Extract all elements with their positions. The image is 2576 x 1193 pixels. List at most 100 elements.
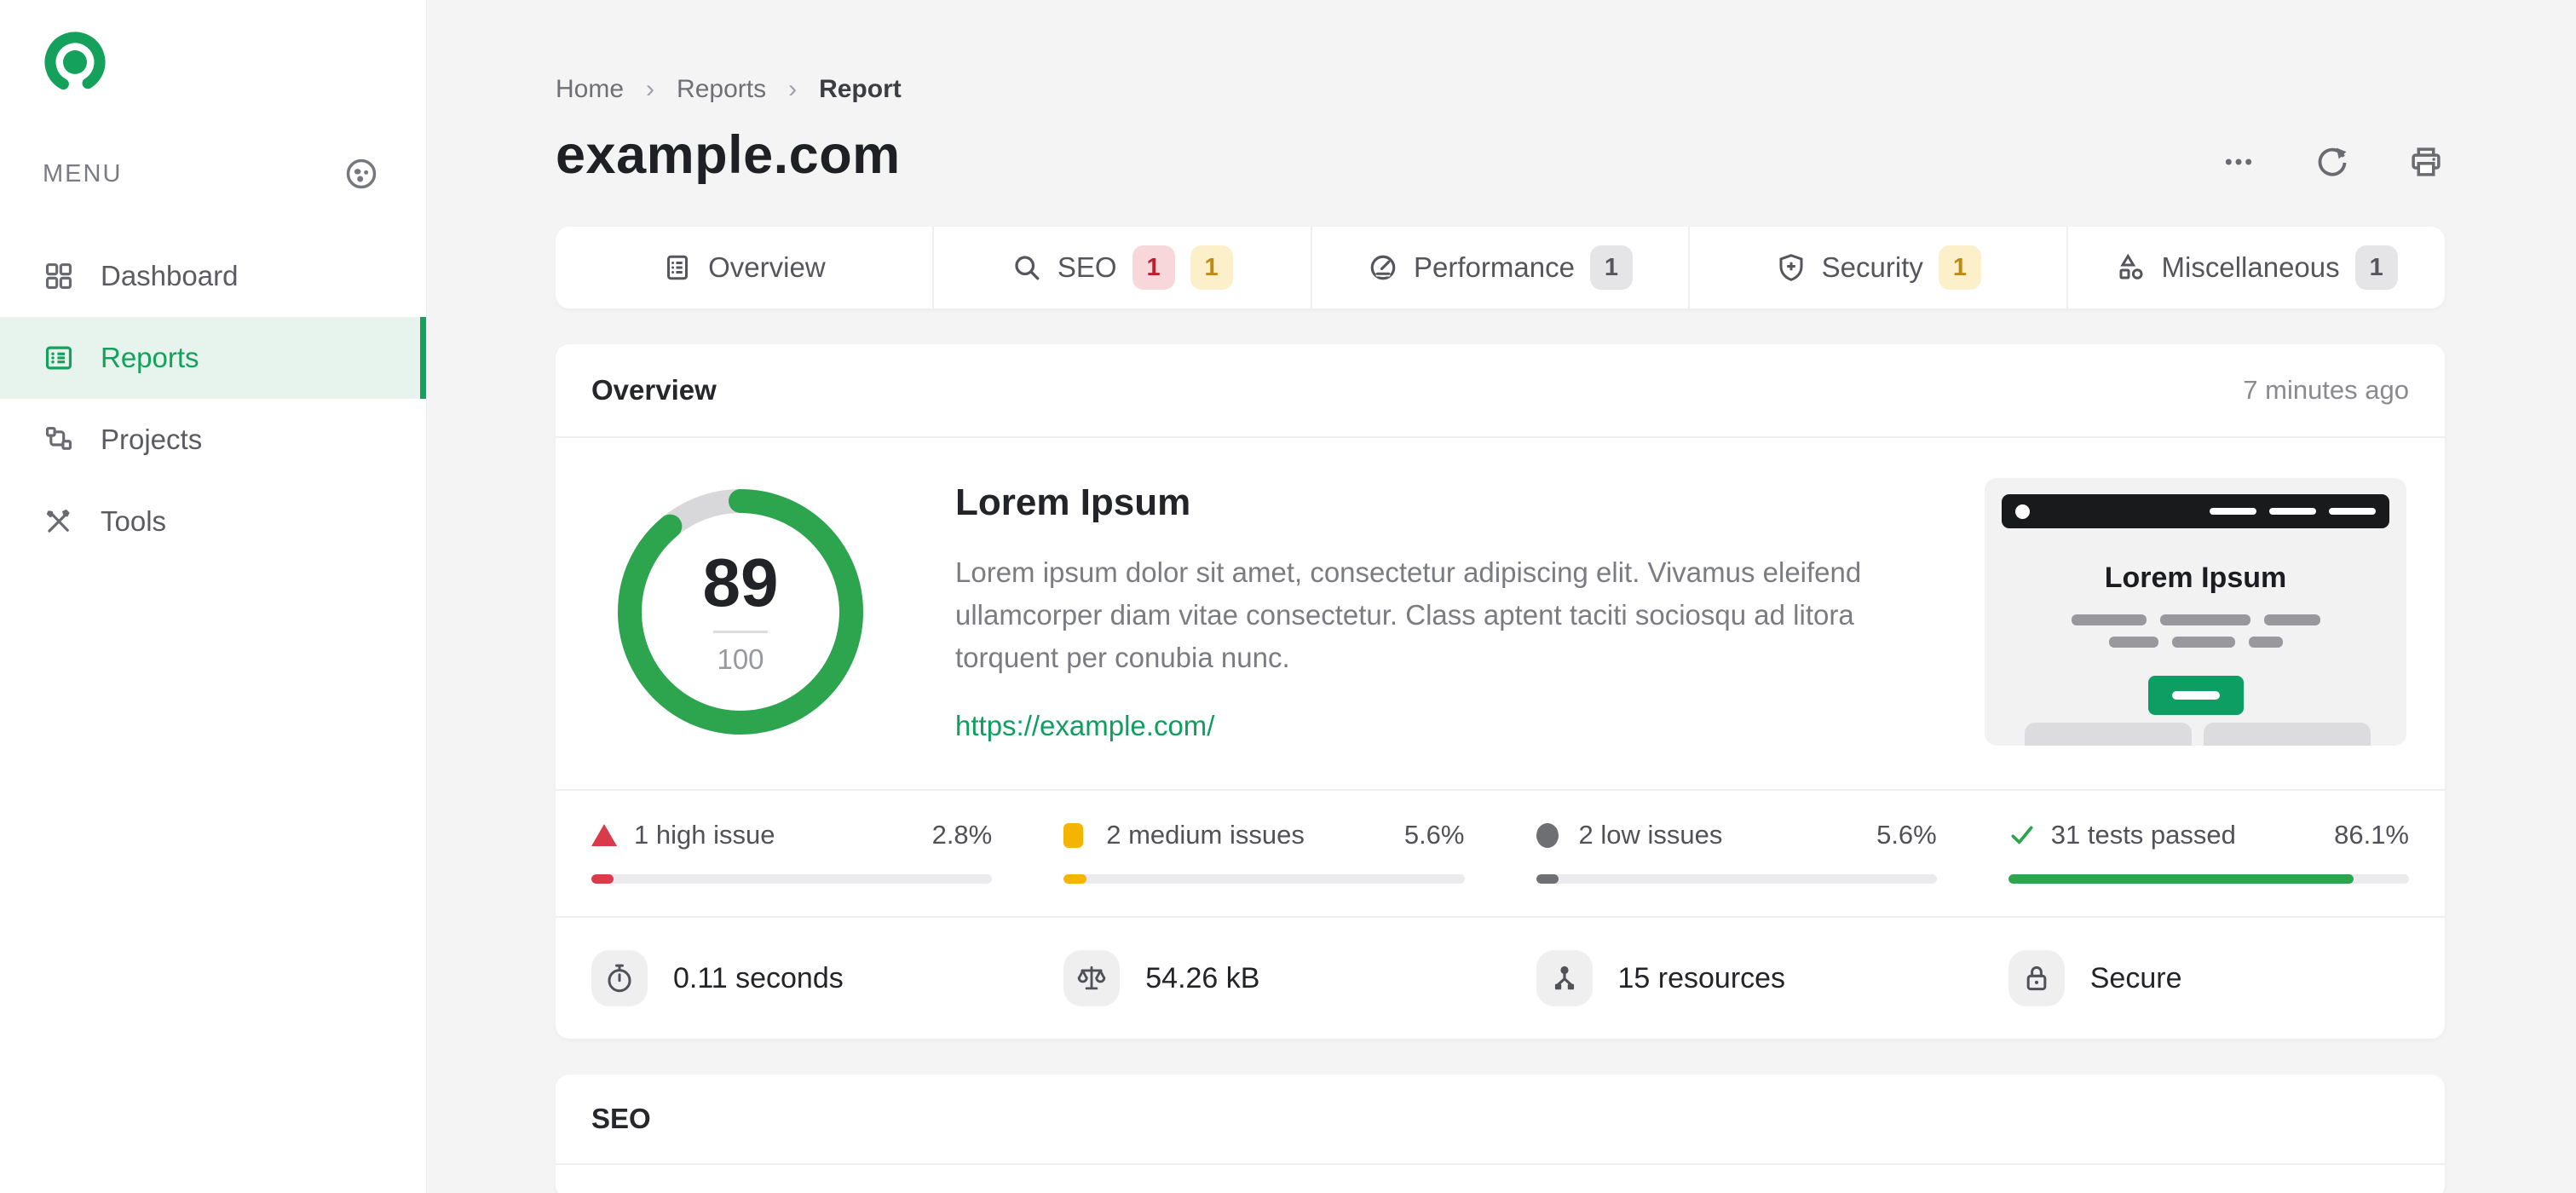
- metric-value: 54.26 kB: [1145, 961, 1260, 994]
- stat-label: 2 low issues: [1578, 820, 1723, 850]
- dashboard-grid-icon: [45, 262, 72, 290]
- main-content: Home › Reports › Report example.com: [427, 0, 2576, 1193]
- stopwatch-icon: [608, 964, 631, 993]
- circle-icon: [1536, 822, 1559, 848]
- shapes-icon: [2119, 253, 2143, 280]
- summary-block: Lorem Ipsum Lorem ipsum dolor sit amet, …: [955, 481, 1961, 742]
- stat-percent: 86.1%: [2334, 820, 2409, 850]
- sidebar-item-reports[interactable]: Reports: [0, 317, 426, 399]
- score-gauge: 89 100: [604, 475, 877, 748]
- tab-seo[interactable]: SEO 1 1: [931, 227, 1311, 308]
- breadcrumb-reports[interactable]: Reports: [677, 75, 767, 103]
- tab-label: Overview: [708, 251, 826, 283]
- summary-description: Lorem ipsum dolor sit amet, consectetur …: [955, 556, 1862, 673]
- square-icon: [1063, 822, 1084, 848]
- stat-high-issues: 1 high issue 2.8%: [556, 791, 1028, 916]
- metric-value: Secure: [2089, 961, 2182, 994]
- issue-badge-medium: 1: [1938, 245, 1981, 290]
- stat-percent: 2.8%: [931, 820, 993, 850]
- stat-label: 1 high issue: [634, 820, 775, 850]
- count-badge: 1: [2354, 245, 2398, 290]
- metrics-row: 0.11 seconds 54.26 kB: [556, 916, 2445, 1039]
- more-options-button[interactable]: [2220, 143, 2257, 181]
- stat-percent: 5.6%: [1403, 820, 1465, 850]
- scale-icon: [1077, 965, 1106, 990]
- sidebar-item-projects[interactable]: Projects: [0, 399, 426, 481]
- metric-security: Secure: [1973, 918, 2445, 1039]
- report-url-link[interactable]: https://example.com/: [955, 710, 1215, 741]
- sidebar-item-label: Dashboard: [101, 260, 239, 291]
- stat-medium-issues: 2 medium issues 5.6%: [1028, 791, 1500, 916]
- seo-section-title: SEO: [591, 1103, 651, 1134]
- seo-card-body: [556, 1165, 2445, 1193]
- tab-label: Miscellaneous: [2161, 251, 2340, 283]
- tab-label: Security: [1821, 251, 1923, 283]
- breadcrumb-home[interactable]: Home: [556, 75, 625, 103]
- score-arc: [618, 489, 863, 735]
- metric-resources: 15 resources: [1501, 918, 1973, 1039]
- tab-performance[interactable]: Performance 1: [1310, 227, 1689, 308]
- browser-menu-dashes: [2210, 508, 2376, 515]
- thumbnail-text-lines: [1985, 614, 2406, 648]
- tab-miscellaneous[interactable]: Miscellaneous 1: [2066, 227, 2445, 308]
- site-thumbnail: Lorem Ipsum: [1985, 478, 2406, 746]
- page-title: example.com: [556, 125, 901, 185]
- breadcrumb: Home › Reports › Report: [556, 75, 2445, 104]
- sidebar: MENU Dashboard: [0, 0, 427, 1193]
- thumbnail-cta-button: [2147, 676, 2244, 715]
- count-badge: 1: [1589, 245, 1633, 290]
- refresh-icon: [2318, 147, 2347, 176]
- tab-security[interactable]: Security 1: [1688, 227, 2066, 308]
- stat-label: 31 tests passed: [2050, 820, 2236, 850]
- sidebar-item-label: Projects: [101, 424, 203, 455]
- persona-icon[interactable]: [344, 157, 378, 191]
- header-actions: [2220, 143, 2445, 186]
- summary-title: Lorem Ipsum: [955, 481, 1191, 523]
- thumbnail-heading: Lorem Ipsum: [2104, 562, 2287, 594]
- chevron-right-icon: ›: [646, 75, 655, 103]
- resources-icon: [1554, 965, 1574, 990]
- overview-section-title: Overview: [591, 374, 717, 406]
- browser-dot: [2015, 504, 2030, 519]
- stat-low-issues: 2 low issues 5.6%: [1501, 791, 1973, 916]
- chevron-right-icon: ›: [788, 75, 798, 103]
- overview-card: Overview 7 minutes ago 89 100 Lorem Ipsu…: [556, 344, 2445, 1039]
- progress-bar: [2008, 874, 2409, 884]
- stat-tests-passed: 31 tests passed 86.1%: [1973, 791, 2445, 916]
- progress-bar: [1536, 874, 1937, 884]
- sidebar-item-dashboard[interactable]: Dashboard: [0, 235, 426, 317]
- issue-stats-row: 1 high issue 2.8% 2 medium issues 5.6% 2…: [556, 789, 2445, 916]
- metric-value: 15 resources: [1617, 961, 1786, 994]
- last-updated: 7 minutes ago: [2243, 375, 2409, 405]
- refresh-button[interactable]: [2314, 143, 2351, 181]
- menu-section-label: MENU: [43, 159, 123, 187]
- seo-card: SEO: [556, 1075, 2445, 1193]
- score-value: 89: [702, 544, 779, 620]
- reports-list-icon: [45, 346, 72, 370]
- sidebar-item-label: Tools: [101, 505, 167, 537]
- stat-label: 2 medium issues: [1106, 820, 1305, 850]
- sidebar-nav: Dashboard Reports: [0, 235, 426, 562]
- tab-label: SEO: [1057, 251, 1117, 283]
- printer-icon: [2412, 147, 2441, 176]
- projects-sitemap-icon: [45, 426, 72, 450]
- metric-load-time: 0.11 seconds: [556, 918, 1028, 1039]
- sidebar-item-tools[interactable]: Tools: [0, 481, 426, 562]
- report-icon: [667, 255, 689, 280]
- report-tabbar: Overview SEO 1 1 Performance 1: [556, 227, 2445, 308]
- progress-bar: [1063, 874, 1465, 884]
- print-button[interactable]: [2407, 143, 2445, 181]
- tab-overview[interactable]: Overview: [556, 227, 932, 308]
- metric-page-size: 54.26 kB: [1028, 918, 1500, 1039]
- sidebar-item-label: Reports: [101, 342, 199, 373]
- thumbnail-placeholder-box: [2204, 723, 2371, 746]
- score-divider: [713, 630, 768, 633]
- score-max: 100: [717, 643, 764, 675]
- stat-percent: 5.6%: [1876, 820, 1937, 850]
- shield-icon: [1779, 254, 1803, 281]
- app-logo[interactable]: [0, 0, 426, 101]
- thumbnail-placeholder-box: [2025, 723, 2192, 746]
- ellipsis-icon: [2225, 158, 2252, 165]
- metric-value: 0.11 seconds: [673, 961, 844, 994]
- thumbnail-browser-bar: [2002, 494, 2389, 528]
